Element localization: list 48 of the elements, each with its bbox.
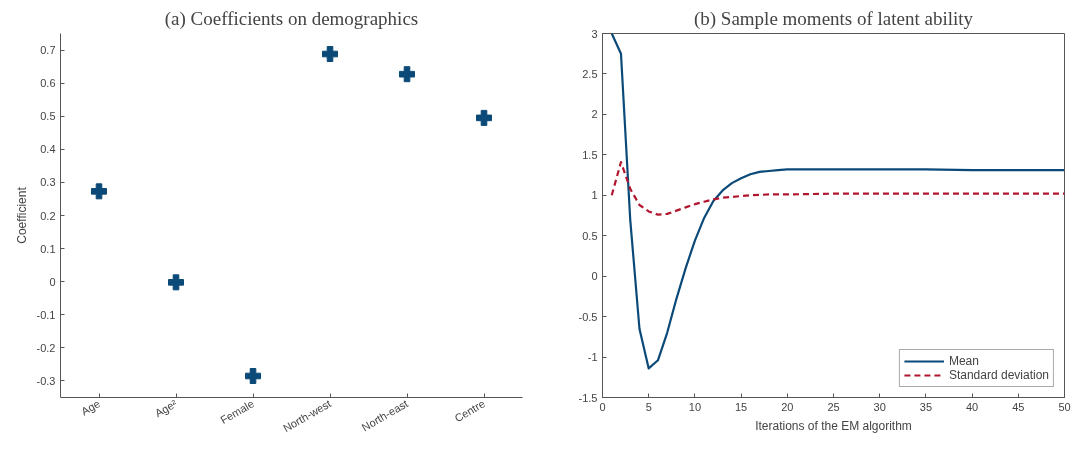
y-tick-label: 1.5 (582, 148, 598, 161)
y-tick-label: 2.5 (582, 67, 598, 80)
x-tick-label: 50 (1058, 400, 1071, 413)
y-tick-label: -1 (587, 351, 598, 364)
y-tick-label: -0.3 (36, 374, 56, 387)
y-axis-title: Coefficient (14, 186, 29, 244)
point (476, 109, 492, 126)
point (168, 274, 184, 291)
y-tick-label: -0.5 (578, 310, 598, 323)
x-tick-label: 35 (919, 400, 933, 413)
x-tick-label: Age² (152, 397, 180, 420)
y-tick-label: -0.1 (36, 308, 56, 321)
y-tick-label: 0.2 (40, 209, 56, 222)
x-tick-label: 10 (688, 400, 702, 413)
x-tick-label: 20 (781, 400, 794, 413)
y-tick-label: 0.5 (40, 110, 56, 123)
y-tick-label: 1 (591, 189, 598, 202)
legend-label: Mean (948, 354, 979, 368)
y-tick-label: 0 (49, 275, 56, 288)
x-axis-title: Iterations of the EM algorithm (755, 418, 912, 433)
y-tick-label: 2 (591, 108, 598, 121)
y-tick-label: -0.2 (36, 341, 56, 354)
y-tick-label: 0.7 (40, 44, 56, 57)
y-tick-label: -1.5 (578, 391, 598, 404)
x-tick-label: Age (79, 397, 103, 418)
x-tick-label: 15 (734, 400, 748, 413)
chart-title: (a) Coefficients on demographics (164, 7, 419, 30)
x-tick-label: 40 (965, 400, 979, 413)
y-tick-label: 3 (591, 27, 598, 40)
x-tick-label: 25 (827, 400, 840, 413)
line-series (610, 33, 1065, 370)
y-tick-label: 0.4 (40, 143, 56, 156)
x-tick-label: 0 (599, 400, 606, 413)
y-tick-label: 0.1 (40, 242, 56, 255)
y-tick-label: 0.6 (40, 77, 56, 90)
point (245, 367, 261, 384)
y-tick-label: 0.3 (40, 176, 56, 189)
point (399, 66, 415, 83)
x-tick-label: 45 (1012, 400, 1025, 413)
line-series (610, 161, 1065, 216)
x-tick-label: 5 (645, 400, 652, 413)
x-tick-label: 30 (873, 400, 886, 413)
chart-title: (b) Sample moments of latent ability (693, 7, 974, 30)
y-tick-label: 0 (591, 270, 598, 283)
legend-label: Standard deviation (948, 368, 1049, 382)
point (322, 46, 338, 63)
y-tick-label: 0.5 (582, 229, 598, 242)
point (91, 183, 107, 200)
